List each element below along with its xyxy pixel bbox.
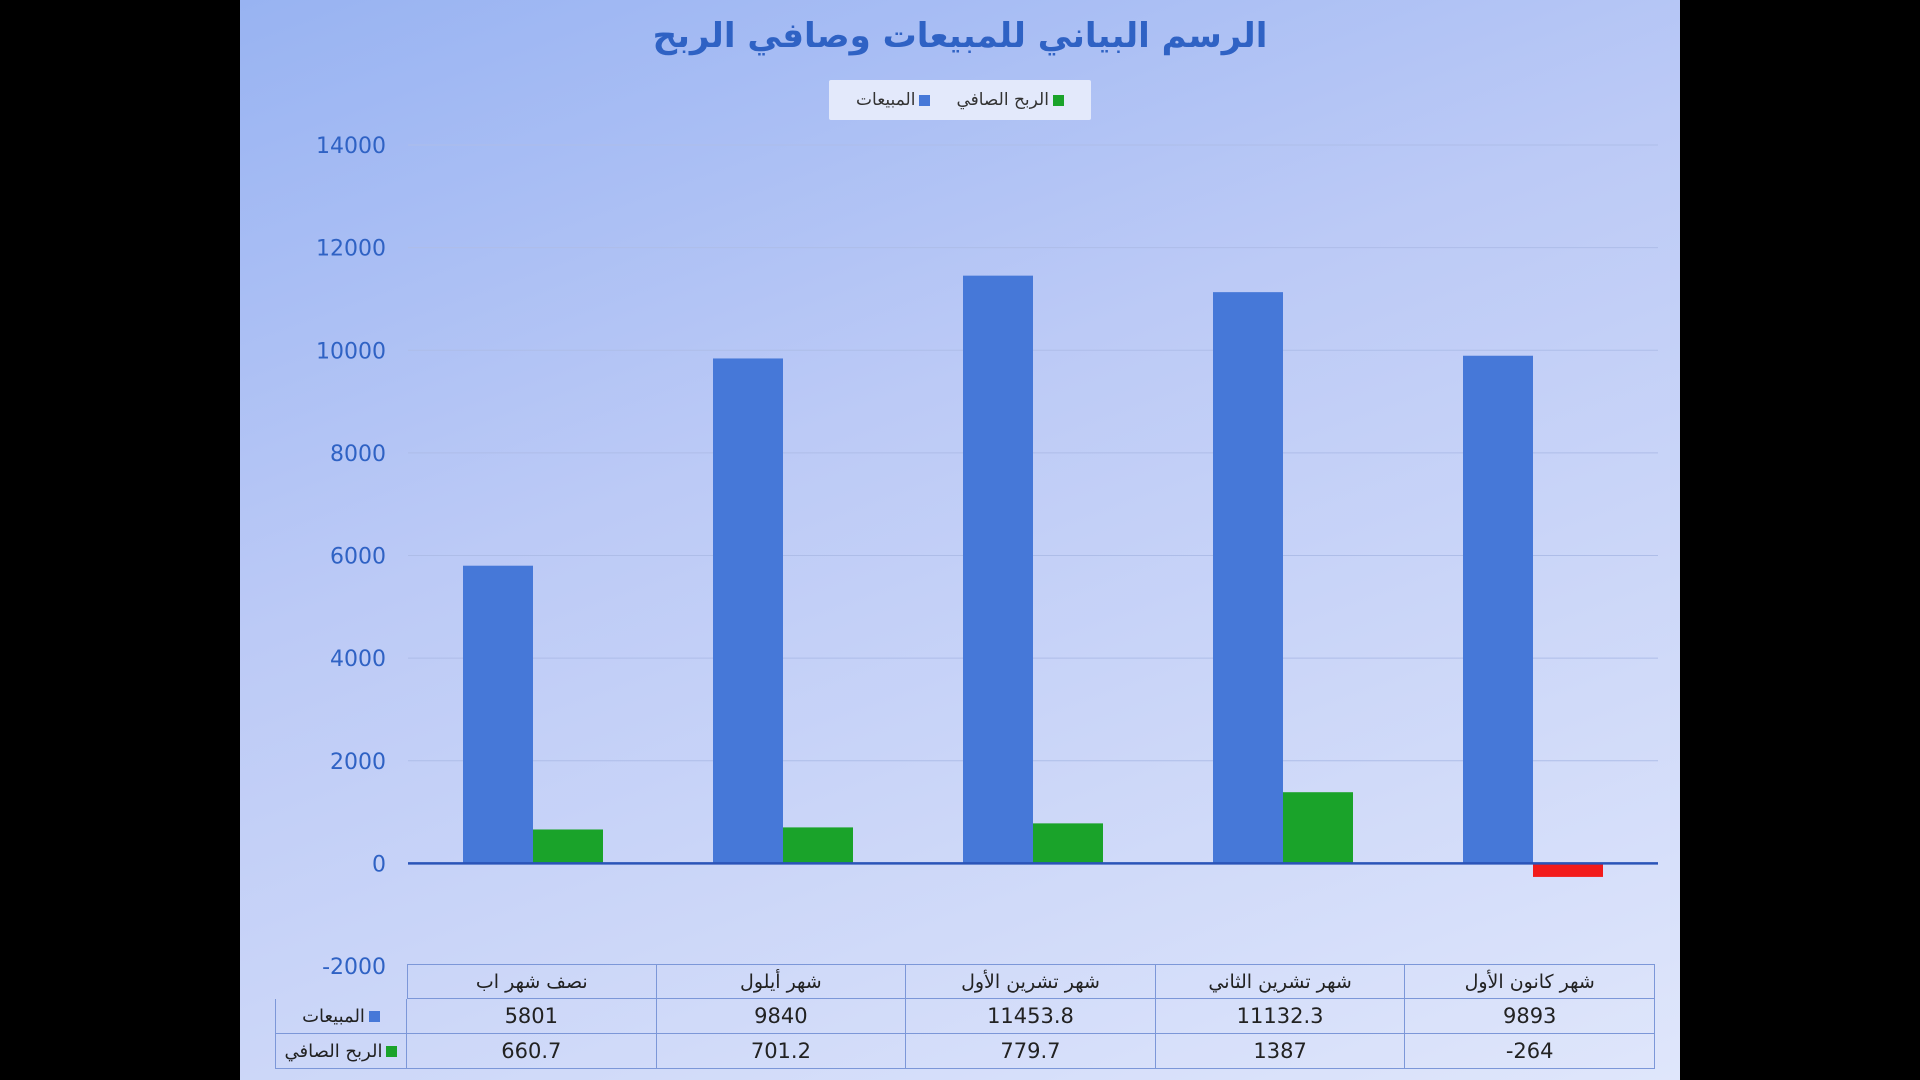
table-swatch-sales xyxy=(368,1010,380,1022)
legend-label-profit: الربح الصافي xyxy=(956,90,1049,110)
table-header-cat-3: شهر تشرين الثاني xyxy=(1155,964,1406,999)
table-header-cat-2: شهر تشرين الأول xyxy=(906,964,1156,999)
y-tick-label-8: -2000 xyxy=(322,955,386,980)
table-cell-sales-3: 11132.3 xyxy=(1155,999,1406,1034)
table-row-label-profit: الربح الصافي xyxy=(284,1040,383,1062)
bar-sales-0 xyxy=(463,565,533,864)
table-cell-sales-4: 9893 xyxy=(1405,999,1655,1034)
y-tick-label-7: 0 xyxy=(372,852,386,877)
bar-sales-4 xyxy=(1463,355,1533,864)
table-row-head-sales: المبيعات xyxy=(275,999,407,1034)
y-tick-label-5: 4000 xyxy=(330,647,386,672)
table-cell-profit-0: 660.7 xyxy=(407,1034,657,1069)
y-tick-label-6: 2000 xyxy=(330,750,386,775)
table-row-label-sales: المبيعات xyxy=(302,1005,365,1027)
y-tick-label-2: 10000 xyxy=(316,339,386,364)
table-cell-sales-2: 11453.8 xyxy=(906,999,1156,1034)
chart-title: الرسم البياني للمبيعات وصافي الربح xyxy=(652,16,1268,56)
bar-sales-2 xyxy=(963,275,1033,864)
bar-profit-3 xyxy=(1283,792,1353,864)
bar-profit-2 xyxy=(1033,823,1103,864)
bar-sales-1 xyxy=(713,358,783,864)
bar-profit-4 xyxy=(1533,863,1603,877)
legend-swatch-profit xyxy=(1052,94,1064,106)
y-tick-label-4: 6000 xyxy=(330,545,386,570)
table-cell-profit-1: 701.2 xyxy=(656,1034,907,1069)
table-corner xyxy=(275,964,407,999)
y-tick-label-1: 12000 xyxy=(316,237,386,262)
table-cell-profit-3: 1387 xyxy=(1155,1034,1406,1069)
y-tick-label-0: 14000 xyxy=(316,134,386,159)
legend-swatch-sales xyxy=(919,94,931,106)
plot-area: 14000 12000 10000 8000 6000 4000 2000 0 -2000 xyxy=(316,134,1658,980)
legend-label-sales: المبيعات xyxy=(856,90,916,110)
bar-profit-1 xyxy=(783,827,853,864)
table-cell-profit-2: 779.7 xyxy=(906,1034,1156,1069)
bar-profit-0 xyxy=(533,829,603,864)
table-row-head-profit: الربح الصافي xyxy=(275,1034,407,1069)
table-swatch-profit xyxy=(386,1045,398,1057)
table-header-cat-4: شهر كانون الأول xyxy=(1405,964,1655,999)
table-cell-sales-1: 9840 xyxy=(656,999,907,1034)
bar-sales-3 xyxy=(1213,292,1283,864)
legend-item-profit: الربح الصافي xyxy=(956,90,1064,110)
legend-item-sales: المبيعات xyxy=(856,90,931,110)
table-header-cat-1: شهر أيلول xyxy=(656,964,907,999)
legend: المبيعات الربح الصافي xyxy=(829,80,1091,120)
table-cell-sales-0: 5801 xyxy=(407,999,657,1034)
y-tick-label-3: 8000 xyxy=(330,442,386,467)
table-header-cat-0: نصف شهر اب xyxy=(407,964,657,999)
chart-panel: الرسم البياني للمبيعات وصافي الربح المبي… xyxy=(240,0,1680,1080)
data-table: نصف شهر اب شهر أيلول شهر تشرين الأول شهر… xyxy=(275,964,1655,1069)
table-cell-profit-4: -264 xyxy=(1405,1034,1655,1069)
